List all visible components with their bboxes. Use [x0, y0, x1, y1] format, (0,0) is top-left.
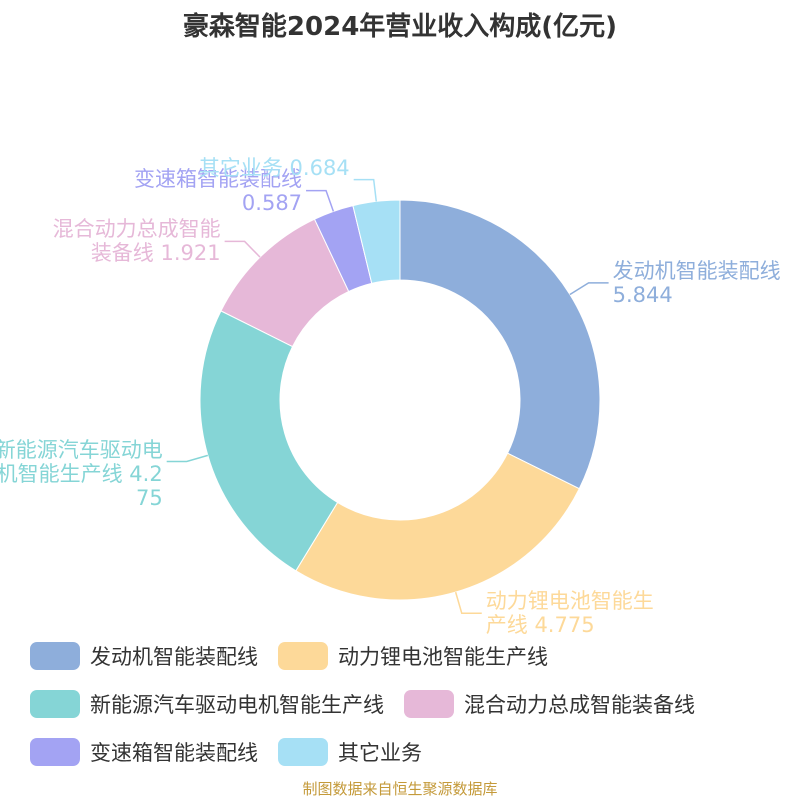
legend-swatch: [278, 642, 328, 670]
label-name: 新能源汽车驱动电机智能生产线: [0, 437, 163, 486]
legend-item: 变速箱智能装配线: [30, 736, 258, 768]
label-value: 4.275: [129, 461, 163, 510]
slice-label: 新能源汽车驱动电机智能生产线 4.275: [0, 438, 163, 510]
label-value: 0.587: [241, 190, 303, 215]
leader-line: [569, 282, 609, 296]
leader-line: [353, 178, 378, 202]
legend-swatch: [404, 690, 454, 718]
label-name: 动力锂电池智能生产线: [485, 589, 654, 638]
label-value: 5.844: [612, 282, 673, 307]
source-note: 制图数据来自恒生聚源数据库: [302, 780, 498, 798]
slice-label: 混合动力总成智能装备线 1.921: [53, 217, 221, 265]
legend-swatch: [30, 738, 80, 766]
legend-swatch: [30, 690, 80, 718]
label-name: 混合动力总成智能装备线: [52, 217, 221, 266]
legend-label: 发动机智能装配线: [90, 645, 258, 669]
leader-line: [454, 591, 482, 614]
chart-title: 豪森智能2024年营业收入构成(亿元): [182, 12, 618, 42]
slice-label: 动力锂电池智能生产线 4.775: [486, 589, 654, 637]
label-value: 4.775: [534, 613, 595, 638]
legend-item: 新能源汽车驱动电机智能生产线: [30, 688, 384, 720]
label-value: 1.921: [160, 241, 221, 266]
donut-slice: [295, 452, 580, 601]
donut-slice: [399, 199, 601, 490]
leader-line: [224, 240, 261, 258]
legend-label: 新能源汽车驱动电机智能生产线: [90, 693, 384, 717]
leader-line: [166, 454, 209, 463]
legend-item: 其它业务: [278, 736, 422, 768]
donut-slice: [199, 310, 339, 572]
legend-label: 动力锂电池智能生产线: [338, 645, 548, 669]
legend-label: 其它业务: [338, 741, 422, 765]
slice-label: 其它业务 0.684: [182, 156, 350, 180]
donut-slice: [352, 199, 401, 284]
legend-swatch: [278, 738, 328, 766]
slice-label: 变速箱智能装配线 0.587: [134, 167, 302, 215]
legend-label: 混合动力总成智能装备线: [464, 693, 695, 717]
legend: 发动机智能装配线 动力锂电池智能生产线新能源汽车驱动电机智能生产线 混合动力总成智能…: [30, 640, 790, 768]
label-name: 变速箱智能装配线: [134, 166, 303, 191]
legend-item: 混合动力总成智能装备线: [404, 688, 695, 720]
legend-swatch: [30, 642, 80, 670]
slice-label: 发动机智能装配线 5.844: [613, 259, 781, 307]
label-value: 0.684: [289, 155, 350, 180]
label-name: 其它业务: [198, 155, 283, 180]
leader-line: [306, 189, 335, 212]
legend-label: 变速箱智能装配线: [90, 741, 258, 765]
legend-item: 动力锂电池智能生产线: [278, 640, 548, 672]
legend-item: 发动机智能装配线: [30, 640, 258, 672]
label-name: 发动机智能装配线: [612, 258, 781, 283]
